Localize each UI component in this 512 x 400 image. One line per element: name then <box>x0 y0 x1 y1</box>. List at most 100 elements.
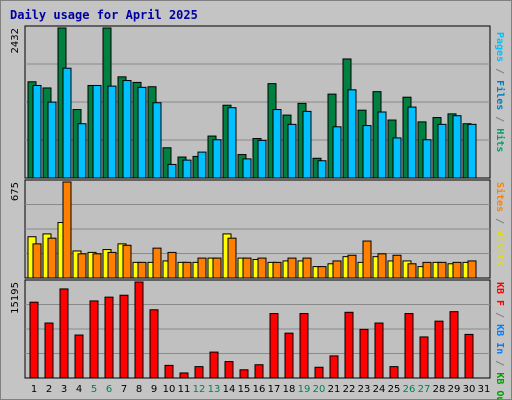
legend-entry: KB In <box>494 324 505 354</box>
bar-files-day-17 <box>272 109 282 179</box>
bar-kb-f-day-19 <box>299 313 309 379</box>
legend-entry: / <box>494 212 505 230</box>
bar-files-day-14 <box>227 107 237 179</box>
legend-entry: Sites <box>494 182 506 212</box>
bar-sites-day-1 <box>32 243 42 279</box>
bar-kb-f-day-22 <box>344 311 354 379</box>
x-tick-label: 4 <box>76 384 82 395</box>
x-tick-label: 30 <box>463 384 476 395</box>
bar-kb-f-day-8 <box>134 281 144 379</box>
bar-kb-f-day-27 <box>419 336 429 379</box>
y-max-label: 15195 <box>10 282 21 314</box>
bar-sites-day-16 <box>257 257 267 279</box>
bar-kb-f-day-30 <box>464 333 474 379</box>
x-tick-label: 5 <box>91 384 97 395</box>
bar-kb-f-day-9 <box>149 309 159 379</box>
legend-entry: Hits <box>494 128 506 152</box>
axis-legend-visits-sites: Sites / Visits <box>494 182 506 266</box>
bar-kb-f-day-7 <box>119 294 129 379</box>
legend-entry: / <box>494 110 505 128</box>
bar-kb-f-day-12 <box>194 366 204 379</box>
x-tick-label: 11 <box>178 384 191 395</box>
bar-files-day-23 <box>362 125 372 179</box>
legend-entry: / <box>494 306 505 324</box>
x-axis-labels: 1 2 3 4 5 6 7 8 9 10 11 12 13 14 15 16 17 18 19 20 21 22 23 24 2… <box>31 384 491 395</box>
bar-files-day-18 <box>287 123 297 179</box>
bar-sites-day-13 <box>212 257 222 279</box>
bar-kb-f-day-10 <box>164 364 174 379</box>
x-tick-label: 3 <box>61 384 67 395</box>
bar-sites-day-30 <box>467 260 477 279</box>
x-tick-label: 6 <box>106 384 112 395</box>
x-tick-label: 20 <box>313 384 326 395</box>
x-tick-label: 16 <box>253 384 266 395</box>
bar-files-day-2 <box>47 101 57 179</box>
bar-sites-day-9 <box>152 247 162 279</box>
bar-files-day-13 <box>212 139 222 179</box>
bar-kb-f-day-6 <box>104 296 114 379</box>
bar-sites-day-21 <box>332 260 342 279</box>
bar-sites-day-24 <box>377 253 387 279</box>
x-tick-label: 13 <box>208 384 221 395</box>
bar-sites-day-26 <box>407 263 417 279</box>
bar-sites-day-11 <box>182 261 192 279</box>
bar-sites-day-14 <box>227 237 237 279</box>
bar-files-day-10 <box>167 163 177 179</box>
bar-files-day-5 <box>92 84 102 179</box>
x-tick-label: 14 <box>223 384 236 395</box>
bar-sites-day-4 <box>77 253 87 279</box>
chart-title: Daily usage for April 2025 <box>10 8 198 22</box>
bar-files-day-7 <box>122 80 132 179</box>
bar-sites-day-2 <box>47 237 57 279</box>
x-tick-label: 24 <box>373 384 386 395</box>
bar-kb-f-day-3 <box>59 288 69 379</box>
bar-sites-day-18 <box>287 257 297 279</box>
bar-files-day-30 <box>467 123 477 179</box>
x-tick-label: 22 <box>343 384 356 395</box>
legend-entry: Pages <box>494 32 505 62</box>
x-tick-label: 7 <box>121 384 127 395</box>
bar-files-day-6 <box>107 85 117 179</box>
x-tick-label: 19 <box>298 384 311 395</box>
bar-kb-f-day-11 <box>179 372 189 379</box>
bar-kb-f-day-23 <box>359 328 369 379</box>
bar-sites-day-19 <box>302 257 312 279</box>
bar-sites-day-5 <box>92 253 102 279</box>
x-tick-label: 28 <box>433 384 446 395</box>
bar-files-day-1 <box>32 84 42 179</box>
bar-sites-day-25 <box>392 254 402 279</box>
bar-kb-f-day-24 <box>374 322 384 379</box>
x-tick-label: 29 <box>448 384 461 395</box>
panel-hits-files-pages: 2432 Pages / Files / Hits <box>10 25 506 179</box>
legend-entry: KB F <box>494 282 505 306</box>
bar-files-day-11 <box>182 159 192 179</box>
bar-kb-f-day-26 <box>404 313 414 379</box>
bar-hits-day-10 <box>162 147 172 179</box>
bar-files-day-4 <box>77 123 87 179</box>
bar-sites-day-3 <box>62 181 72 279</box>
bar-sites-day-6 <box>107 251 117 279</box>
bar-files-day-21 <box>332 126 342 179</box>
x-tick-label: 10 <box>163 384 176 395</box>
x-tick-label: 31 <box>478 384 491 395</box>
bar-kb-f-day-16 <box>254 364 264 379</box>
x-tick-label: 25 <box>388 384 401 395</box>
y-max-label: 2432 <box>10 28 21 53</box>
y-max-label: 675 <box>10 182 21 201</box>
x-tick-label: 12 <box>193 384 206 395</box>
bar-files-day-16 <box>257 139 267 179</box>
bar-files-day-29 <box>452 115 462 179</box>
bar-sites-day-23 <box>362 240 372 279</box>
bar-kb-f-day-14 <box>224 361 234 379</box>
panel-kbytes: 15195 KB F / KB In / KB Out <box>10 279 505 400</box>
bar-files-day-12 <box>197 151 207 179</box>
panel-visits-sites: 675 Sites / Visits <box>10 179 506 279</box>
bar-kb-f-day-28 <box>434 320 444 379</box>
legend-entry: Visits <box>494 230 506 266</box>
bar-kb-f-day-21 <box>329 355 339 379</box>
bar-sites-day-17 <box>272 261 282 279</box>
x-tick-label: 21 <box>328 384 341 395</box>
bar-files-day-19 <box>302 110 312 179</box>
bar-kb-f-day-18 <box>284 332 294 379</box>
